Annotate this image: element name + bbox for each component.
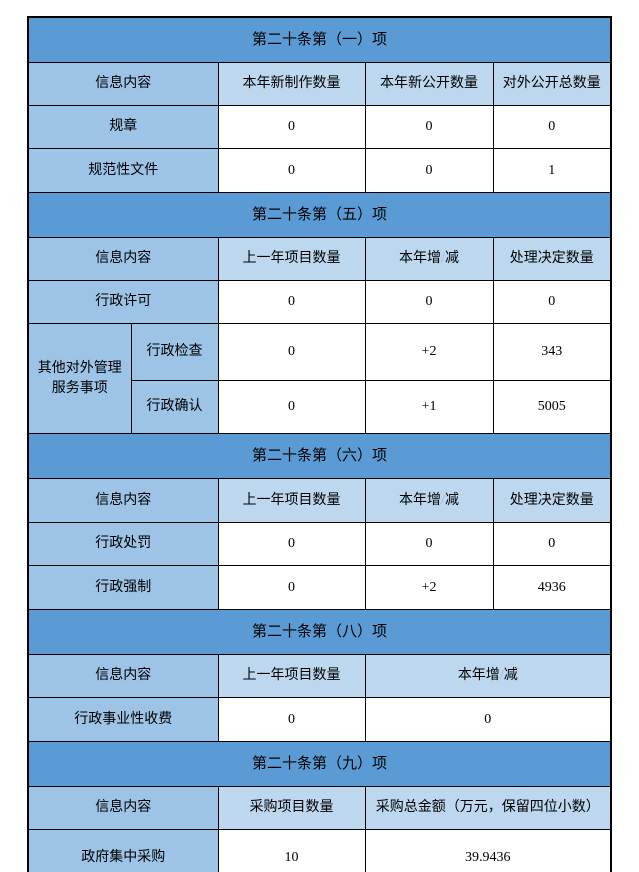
section-4-band: 第二十条第（八）项 [27,609,612,655]
cell-value: +2 [364,323,494,381]
section-1-title: 第二十条第（一）项 [27,16,612,63]
disclosure-table: 第二十条第（一）项 信息内容 本年新制作数量 本年新公开数量 对外公开总数量 规… [27,16,613,872]
column-header: 上一年项目数量 [217,478,366,523]
section-2-header-row: 信息内容 上一年项目数量 本年增/减 处理决定数量 [27,237,612,281]
section-3-header-row: 信息内容 上一年项目数量 本年增/减 处理决定数量 [27,478,612,523]
column-header: 信息内容 [27,237,219,281]
cell-value: 0 [217,105,366,149]
cell-value: 0 [217,522,366,566]
cell-value: 0 [217,697,366,742]
section-1-header-row: 信息内容 本年新制作数量 本年新公开数量 对外公开总数量 [27,62,612,106]
table-row: 规章 0 0 0 [27,105,612,149]
section-2-band: 第二十条第（五）项 [27,192,612,238]
column-header: 信息内容 [27,478,219,523]
row-label: 规范性文件 [27,148,219,193]
cell-value: 0 [492,280,612,324]
section-5-header-row: 信息内容 采购项目数量 采购总金额（万元，保留四位小数） [27,786,612,830]
column-header: 信息内容 [27,786,219,830]
row-label: 规章 [27,105,219,149]
slash-separator: / [441,492,445,508]
slash-separator: / [499,668,504,684]
row-label: 行政许可 [27,280,219,324]
table-row: 行政事业性收费 0 0 [27,697,612,742]
table-row: 规范性文件 0 0 1 [27,148,612,193]
section-3-title: 第二十条第（六）项 [27,433,612,479]
cell-value: 0 [217,380,366,434]
column-header: 处理决定数量 [492,478,612,523]
cell-value: 343 [492,323,612,381]
table-row: 行政处罚 0 0 0 [27,522,612,566]
section-5-band: 第二十条第（九）项 [27,741,612,787]
section-4-header-row: 信息内容 上一年项目数量 本年增/减 [27,654,612,698]
column-header: 上一年项目数量 [217,237,366,281]
row-label: 行政强制 [27,565,219,610]
cell-value: 5005 [492,380,612,434]
cell-value: 1 [492,148,612,193]
section-5-title: 第二十条第（九）项 [27,741,612,787]
column-header: 本年新公开数量 [364,62,494,106]
section-2-title: 第二十条第（五）项 [27,192,612,238]
cell-value: 0 [364,105,494,149]
cell-value: 0 [364,697,612,742]
section-4-title: 第二十条第（八）项 [27,609,612,655]
section-1-band: 第二十条第（一）项 [27,16,612,63]
table-row: 政府集中采购 10 39.9436 [27,829,612,872]
group-label: 其他对外管理服务事项 [27,323,132,434]
row-label: 行政处罚 [27,522,219,566]
column-header: 信息内容 [27,62,219,106]
row-label: 政府集中采购 [27,829,219,872]
column-header: 本年增/减 [364,237,494,281]
slash-separator: / [441,251,445,267]
table-row: 其他对外管理服务事项 行政检查 0 +2 343 [27,323,612,434]
column-header: 本年新制作数量 [217,62,366,106]
table-row: 行政许可 0 0 0 [27,280,612,324]
column-header: 对外公开总数量 [492,62,612,106]
row-label: 行政事业性收费 [27,697,219,742]
row-label: 行政检查 [130,323,219,381]
cell-value: 0 [364,280,494,324]
column-header: 本年增/减 [364,654,612,698]
column-header: 处理决定数量 [492,237,612,281]
cell-value: 39.9436 [364,829,612,872]
column-header: 本年增/减 [364,478,494,523]
cell-value: 0 [217,565,366,610]
cell-value: 0 [492,522,612,566]
cell-value: +1 [364,380,494,434]
cell-value: 0 [364,148,494,193]
cell-value: 4936 [492,565,612,610]
table-row: 行政确认 0 +1 5005 [28,380,612,434]
cell-value: 0 [217,323,366,381]
cell-value: 0 [217,280,366,324]
column-header: 采购项目数量 [217,786,366,830]
cell-value: +2 [364,565,494,610]
row-label: 行政确认 [130,380,219,434]
column-header: 上一年项目数量 [217,654,366,698]
table-row: 行政强制 0 +2 4936 [27,565,612,610]
column-header: 采购总金额（万元，保留四位小数） [364,786,612,830]
column-header: 信息内容 [27,654,219,698]
cell-value: 0 [492,105,612,149]
cell-value: 0 [217,148,366,193]
cell-value: 0 [364,522,494,566]
cell-value: 10 [217,829,366,872]
section-3-band: 第二十条第（六）项 [27,433,612,479]
